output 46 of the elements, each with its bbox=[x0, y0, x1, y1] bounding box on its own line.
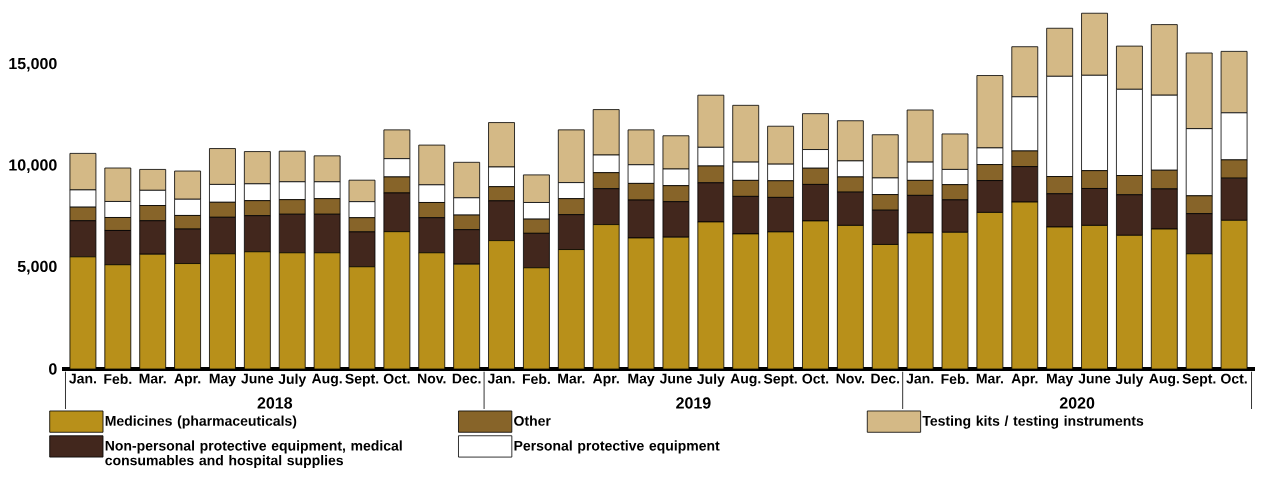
x-tick-label: Sept. bbox=[763, 373, 797, 387]
x-tick-label: Apr. bbox=[1011, 373, 1038, 387]
text: 2019 bbox=[676, 397, 711, 409]
x-tick-label: June bbox=[1078, 373, 1111, 384]
x-tick-label: Aug. bbox=[730, 373, 761, 387]
x-tick-label: Oct. bbox=[1221, 373, 1247, 384]
x-tick-label: Feb. bbox=[104, 373, 132, 384]
x-tick-label: Dec. bbox=[871, 373, 900, 384]
x-tick-label: Apr. bbox=[174, 373, 201, 387]
y-tick-label: 5,000 bbox=[17, 260, 57, 275]
x-tick-label: Mar. bbox=[139, 373, 166, 384]
x-tick-label: Nov. bbox=[418, 373, 446, 384]
x-tick-label: Mar. bbox=[976, 373, 1003, 384]
x-tick-label: July bbox=[1115, 373, 1144, 387]
x-tick-label: Feb. bbox=[941, 373, 969, 384]
y-tick-label: 10,000 bbox=[9, 159, 57, 173]
legend-label: Non-personal protective equipment, medical consumables and hospital supplies bbox=[105, 440, 402, 469]
legend-label: Medicines (pharmaceuticals) bbox=[105, 415, 297, 429]
x-tick-label: Apr. bbox=[592, 373, 619, 387]
x-tick-label: Dec. bbox=[452, 373, 481, 384]
text: 2018 bbox=[257, 397, 293, 409]
x-tick-label: Oct. bbox=[802, 373, 829, 384]
legend-label: Testing kits / testing instruments bbox=[922, 415, 1144, 429]
x-tick-label: Aug. bbox=[311, 373, 342, 387]
x-tick-label: Mar. bbox=[558, 373, 585, 384]
x-tick-label: May bbox=[628, 373, 655, 387]
text: 2020 bbox=[1059, 397, 1095, 409]
y-tick-label: 15,000 bbox=[9, 57, 57, 72]
x-tick-label: Sept. bbox=[345, 373, 379, 387]
legend-label: Other bbox=[514, 415, 551, 426]
x-tick-label: July bbox=[278, 373, 307, 387]
x-tick-label: June bbox=[659, 373, 692, 384]
x-tick-label: Nov. bbox=[836, 373, 865, 384]
x-tick-label: Jan. bbox=[69, 373, 96, 384]
x-tick-label: June bbox=[241, 373, 274, 384]
x-tick-label: Oct. bbox=[383, 373, 410, 384]
x-tick-label: May bbox=[209, 373, 236, 387]
x-tick-label: Jan. bbox=[906, 373, 934, 384]
x-tick-label: Feb. bbox=[522, 373, 550, 384]
x-tick-label: Sept. bbox=[1182, 373, 1216, 387]
x-tick-label: Aug. bbox=[1149, 373, 1179, 387]
y-tick-label: 0 bbox=[49, 363, 57, 375]
x-tick-label: May bbox=[1046, 373, 1074, 387]
x-tick-label: July bbox=[697, 373, 725, 387]
legend-label: Personal protective equipment bbox=[514, 440, 720, 454]
x-tick-label: Jan. bbox=[487, 373, 515, 384]
